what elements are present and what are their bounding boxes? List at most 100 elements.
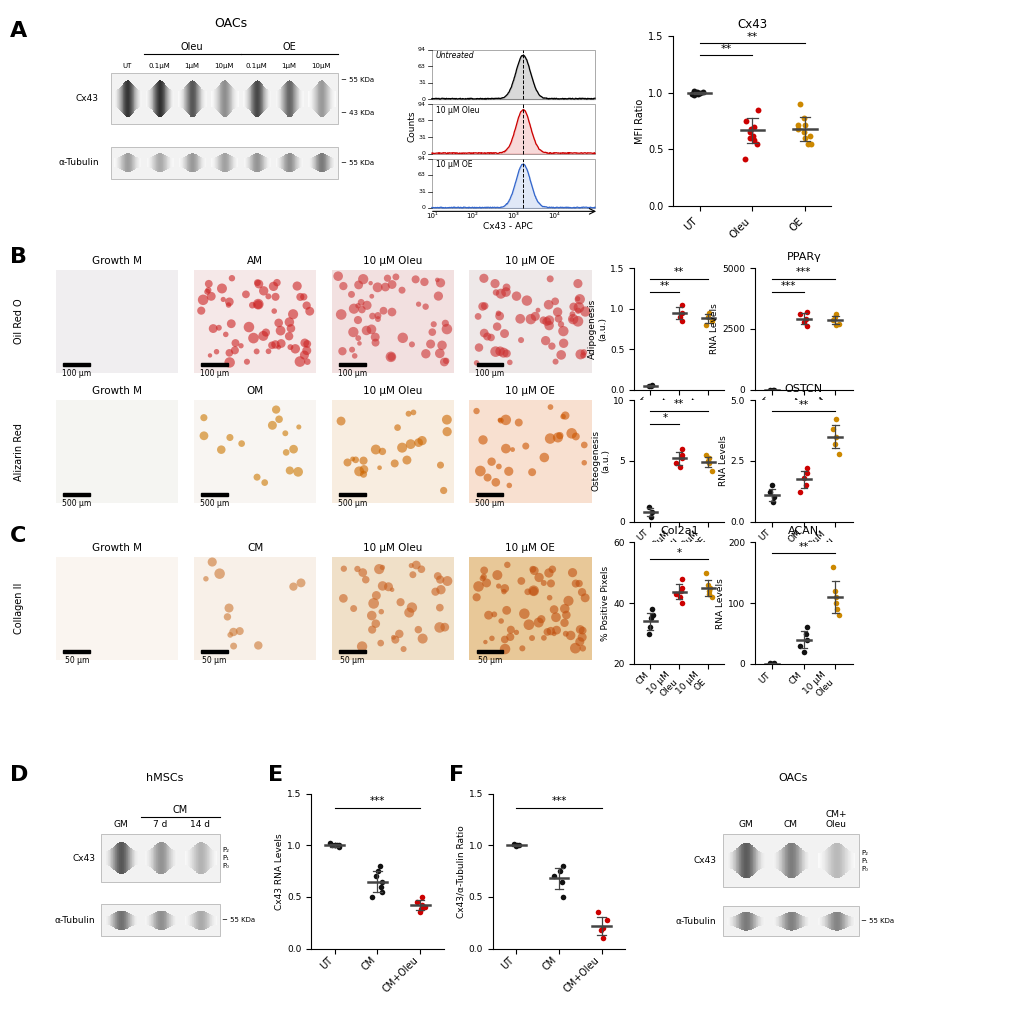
Point	[486, 606, 502, 623]
Text: α-Tubulin: α-Tubulin	[675, 917, 715, 926]
Point	[700, 304, 716, 321]
Point	[791, 306, 807, 323]
Point	[363, 607, 379, 624]
Point	[492, 612, 508, 629]
Point	[827, 306, 844, 323]
Point	[474, 298, 490, 314]
Point	[355, 453, 371, 469]
Point	[594, 930, 610, 946]
Point	[745, 132, 761, 148]
Point	[257, 474, 273, 491]
Bar	[338, 651, 366, 653]
Point	[347, 452, 364, 468]
Point	[250, 296, 266, 312]
Point	[204, 554, 220, 570]
Point	[763, 381, 780, 398]
Point	[335, 590, 352, 606]
Point	[575, 344, 591, 361]
Point	[690, 85, 706, 101]
Point	[830, 445, 847, 462]
Point	[344, 324, 361, 340]
Text: 10³: 10³	[507, 213, 519, 219]
Point	[199, 284, 215, 300]
Point	[351, 276, 367, 293]
Point	[214, 280, 230, 297]
Point	[203, 288, 219, 304]
Text: 10⁴: 10⁴	[548, 213, 559, 219]
Point	[405, 566, 421, 583]
Text: 500 μm: 500 μm	[337, 499, 367, 508]
Point	[432, 457, 448, 473]
Point	[335, 561, 352, 577]
Point	[564, 306, 580, 323]
Point	[282, 321, 299, 337]
Point	[567, 640, 583, 657]
Text: P₀: P₀	[860, 866, 867, 871]
Point	[273, 335, 289, 352]
Point	[213, 441, 229, 458]
Text: Cx43: Cx43	[75, 94, 99, 103]
Point	[574, 584, 590, 600]
Point	[673, 451, 689, 467]
Point	[575, 347, 591, 364]
Point	[763, 494, 780, 510]
Point	[470, 308, 486, 325]
Text: 10 μM Oleu: 10 μM Oleu	[435, 106, 479, 114]
Point	[513, 332, 529, 348]
Point	[556, 407, 573, 424]
Point	[269, 274, 285, 291]
Point	[221, 355, 237, 371]
Point	[330, 268, 346, 285]
Point	[640, 378, 656, 395]
Point	[539, 624, 555, 640]
Point	[763, 656, 780, 672]
Point	[351, 335, 367, 352]
Point	[496, 326, 513, 342]
Point	[278, 444, 294, 461]
Point	[471, 339, 487, 356]
Point	[327, 837, 343, 854]
Point	[803, 135, 819, 152]
Point	[540, 297, 556, 313]
Point	[480, 607, 496, 624]
Point	[763, 656, 780, 672]
Point	[478, 574, 494, 591]
Point	[571, 291, 587, 307]
Point	[296, 289, 312, 305]
Point	[237, 286, 254, 302]
Point	[700, 455, 716, 471]
Point	[568, 428, 584, 444]
Bar	[63, 494, 91, 496]
Point	[345, 600, 362, 617]
Point	[380, 578, 396, 595]
Point	[364, 308, 380, 325]
Point	[487, 343, 503, 360]
Point	[685, 87, 701, 103]
Text: Cx43: Cx43	[72, 854, 95, 863]
Point	[514, 640, 530, 657]
Point	[486, 275, 502, 292]
Point	[738, 112, 754, 129]
Point	[198, 570, 214, 587]
Point	[598, 911, 614, 928]
Point	[667, 455, 684, 471]
Point	[358, 571, 374, 588]
Point	[684, 86, 700, 102]
Text: 100 μm: 100 μm	[475, 369, 504, 378]
Point	[334, 343, 351, 360]
Text: Growth M: Growth M	[92, 256, 143, 266]
Point	[542, 575, 558, 592]
Bar	[201, 651, 228, 653]
Point	[372, 878, 388, 895]
Point	[551, 427, 568, 443]
Point	[355, 564, 371, 580]
Point	[350, 311, 366, 328]
Point	[672, 583, 688, 599]
Point	[765, 381, 782, 398]
Point	[345, 300, 362, 317]
Point	[193, 302, 209, 319]
Point	[217, 326, 233, 342]
Point	[417, 899, 433, 916]
Point	[526, 562, 542, 578]
Point	[256, 282, 272, 299]
